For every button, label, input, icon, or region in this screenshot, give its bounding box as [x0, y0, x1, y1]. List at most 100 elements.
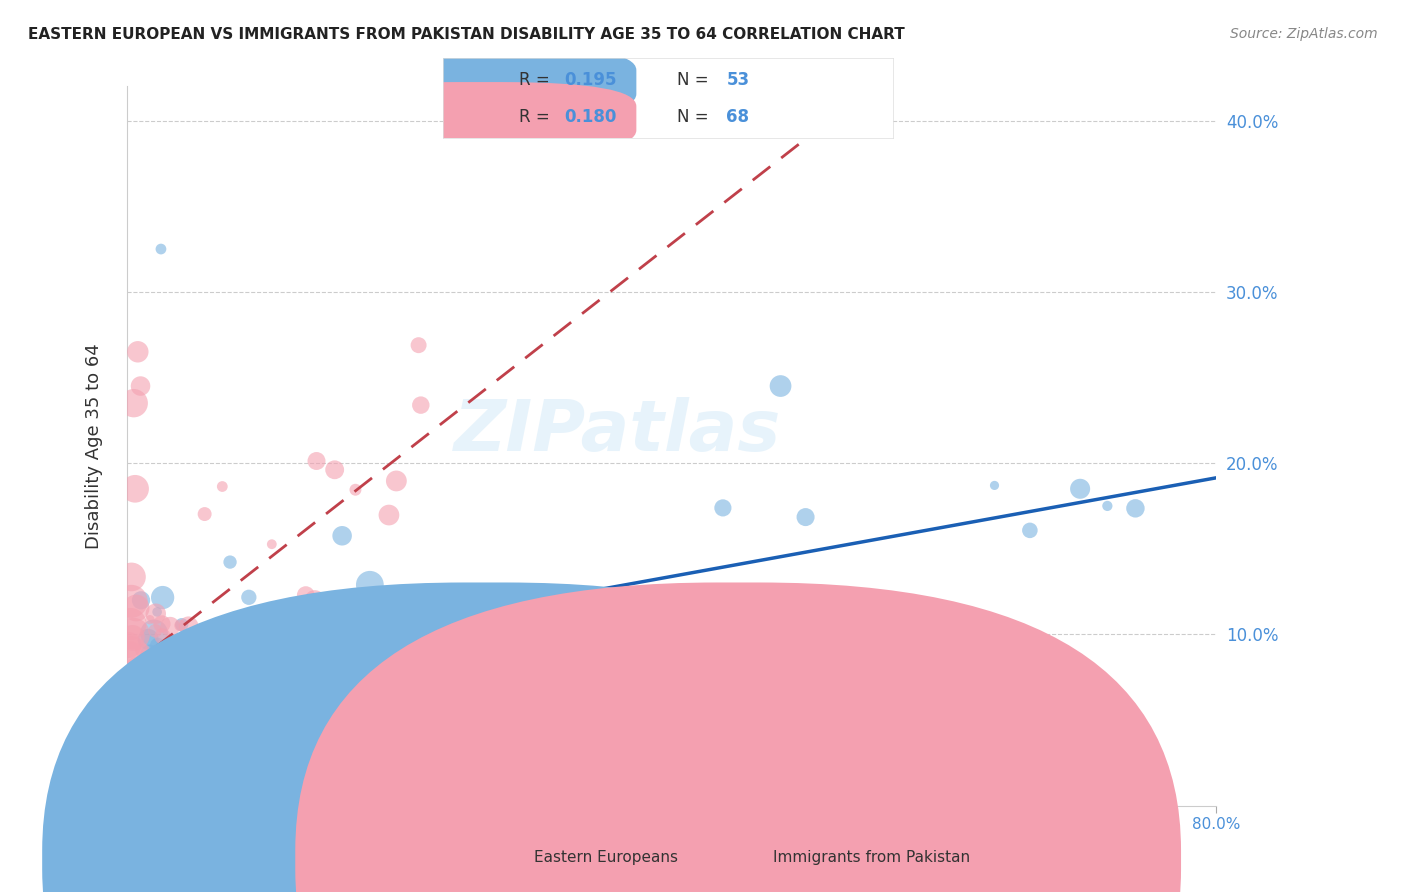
Point: [146, 704, 169, 718]
Text: Source: ZipAtlas.com: Source: ZipAtlas.com: [1230, 27, 1378, 41]
Point: [145, 607, 167, 621]
Point: [143, 744, 166, 758]
Point: [122, 396, 145, 410]
Point: [122, 627, 145, 641]
Point: [134, 700, 156, 714]
Point: [260, 537, 283, 551]
Point: [117, 638, 139, 652]
Point: [152, 629, 174, 643]
Point: [141, 714, 163, 729]
Point: [128, 674, 150, 689]
Text: 53: 53: [727, 71, 749, 89]
Point: [179, 684, 201, 698]
Point: [153, 670, 176, 684]
Point: [120, 704, 142, 718]
Point: [127, 344, 149, 359]
Point: [139, 613, 162, 627]
Point: [157, 680, 180, 694]
Point: [149, 242, 172, 256]
Point: [136, 632, 159, 647]
Point: [141, 657, 163, 671]
Point: [125, 601, 148, 615]
Point: [159, 619, 181, 633]
Point: [134, 722, 156, 736]
Point: [157, 645, 180, 659]
Text: 0.195: 0.195: [564, 71, 617, 89]
Point: [135, 661, 157, 675]
Point: [619, 709, 641, 723]
Point: [148, 660, 170, 674]
Point: [711, 500, 734, 515]
Point: [169, 659, 191, 673]
Point: [983, 478, 1005, 492]
Point: [120, 594, 142, 608]
Point: [1097, 499, 1119, 513]
Point: [128, 665, 150, 680]
Point: [186, 644, 208, 658]
Point: [122, 725, 145, 739]
Point: [169, 618, 191, 632]
Point: [211, 479, 233, 493]
Point: [359, 578, 381, 592]
FancyBboxPatch shape: [322, 82, 637, 154]
Point: [117, 650, 139, 665]
Point: [214, 649, 236, 664]
Point: [194, 507, 217, 521]
Point: [131, 717, 153, 731]
Point: [146, 605, 169, 619]
Point: [139, 679, 162, 693]
Point: [142, 764, 165, 779]
Point: [129, 593, 152, 607]
Point: [120, 617, 142, 632]
Text: N =: N =: [676, 71, 714, 89]
Point: [786, 632, 808, 646]
Point: [121, 630, 143, 644]
Point: [162, 665, 184, 679]
Point: [152, 591, 174, 605]
Point: [146, 639, 169, 653]
Point: [769, 379, 792, 393]
Point: [385, 474, 408, 488]
Point: [1069, 482, 1091, 496]
Text: ZIPatlas: ZIPatlas: [454, 397, 780, 467]
Point: [129, 713, 152, 727]
Point: [305, 454, 328, 468]
Text: Immigrants from Pakistan: Immigrants from Pakistan: [773, 850, 970, 865]
Point: [188, 725, 211, 739]
Point: [118, 729, 141, 743]
Point: [409, 398, 432, 412]
Point: [117, 764, 139, 779]
Point: [120, 691, 142, 706]
Point: [247, 623, 270, 637]
Point: [120, 646, 142, 660]
Point: [128, 730, 150, 744]
Point: [124, 698, 146, 712]
Point: [155, 662, 177, 676]
Point: [129, 379, 152, 393]
Point: [533, 591, 555, 606]
Point: [121, 673, 143, 688]
Point: [131, 643, 153, 657]
Point: [146, 669, 169, 683]
Text: EASTERN EUROPEAN VS IMMIGRANTS FROM PAKISTAN DISABILITY AGE 35 TO 64 CORRELATION: EASTERN EUROPEAN VS IMMIGRANTS FROM PAKI…: [28, 27, 905, 42]
Point: [187, 661, 209, 675]
Point: [204, 668, 226, 682]
Point: [294, 588, 316, 602]
Point: [148, 692, 170, 706]
Point: [174, 656, 197, 670]
Point: [146, 650, 169, 665]
Point: [136, 689, 159, 703]
Point: [170, 617, 193, 632]
Point: [127, 756, 149, 771]
Point: [124, 482, 146, 496]
Text: R =: R =: [519, 108, 555, 126]
Point: [344, 483, 367, 497]
Point: [177, 619, 200, 633]
Point: [120, 718, 142, 732]
Point: [121, 739, 143, 753]
Point: [150, 616, 173, 631]
Point: [153, 707, 176, 722]
Point: [804, 619, 827, 633]
Point: [142, 694, 165, 708]
Point: [120, 570, 142, 584]
